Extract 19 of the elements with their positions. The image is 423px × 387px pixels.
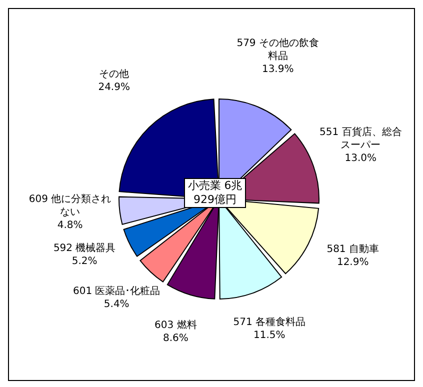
data-label: 5.2% [70, 254, 98, 268]
slice-label: その他 [98, 68, 130, 81]
slice-label: 592 機械器具 [52, 242, 117, 255]
slice-label: 579 その他の飲食料品 [236, 37, 320, 64]
data-label: 13.9% [260, 63, 295, 76]
data-label: 11.5% [252, 329, 286, 342]
data-label: 24.9% [97, 80, 131, 94]
data-label: 12.9% [336, 256, 370, 269]
slice-label: 581 自動車 [326, 242, 380, 256]
data-label: 4.8% [56, 218, 84, 232]
slice-label: 551 百貨店、総合スーパー [318, 126, 403, 152]
text: 小売業 6兆929億円 [184, 178, 246, 208]
data-label: 13.0% [344, 152, 378, 165]
data-label: 5.4% [102, 298, 130, 311]
slice-label: 609 他に分類されない [28, 192, 112, 219]
slice-label: 603 燃料 [154, 318, 198, 332]
slice-label: 601 医薬品･化粧品 [72, 284, 162, 298]
slice-label: 571 各種食料品 [232, 316, 306, 330]
data-label: 8.6% [162, 332, 190, 345]
